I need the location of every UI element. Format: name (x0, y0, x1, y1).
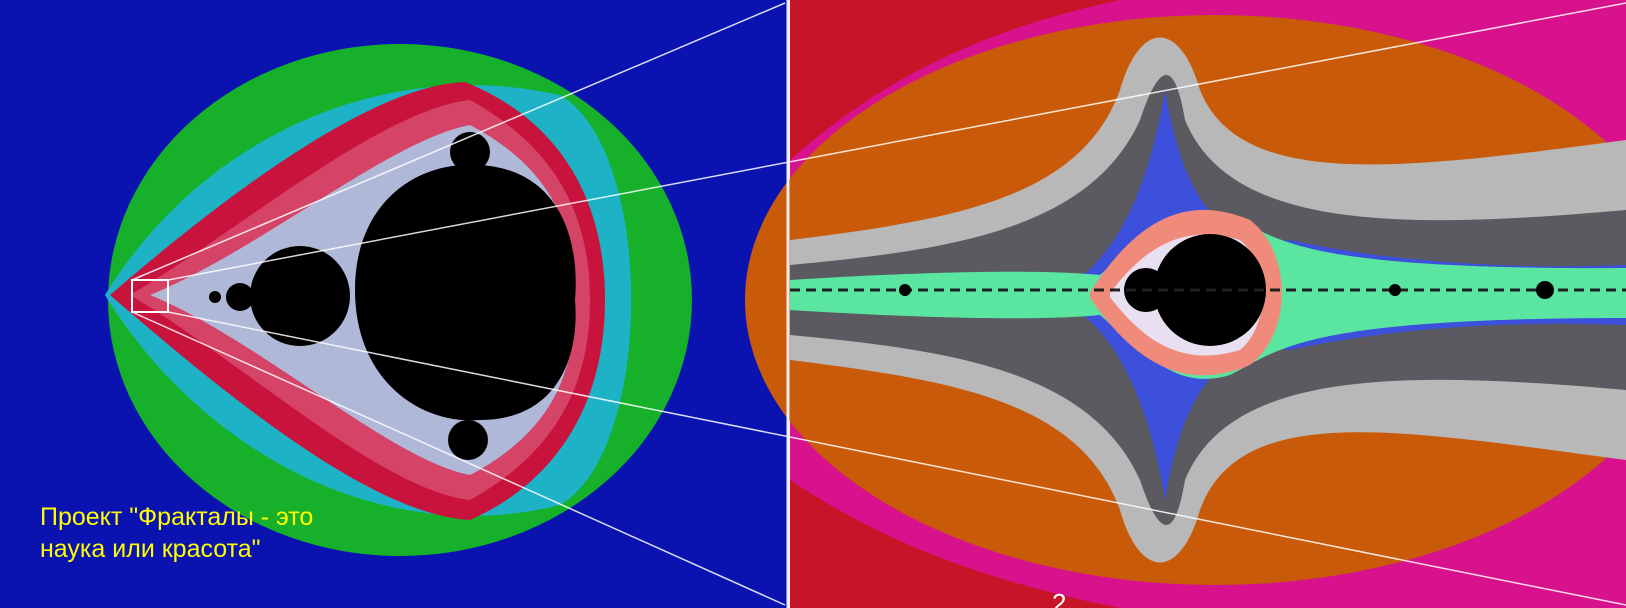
caption-line: наука или красота" (40, 535, 261, 563)
page-number: 2 (1052, 588, 1066, 608)
mandelbrot-overview (0, 0, 788, 608)
mandelbrot-zoom (745, 0, 1626, 608)
zoom-lines (131, 2, 1626, 606)
caption-line: Проект "Фракталы - это (40, 503, 313, 531)
